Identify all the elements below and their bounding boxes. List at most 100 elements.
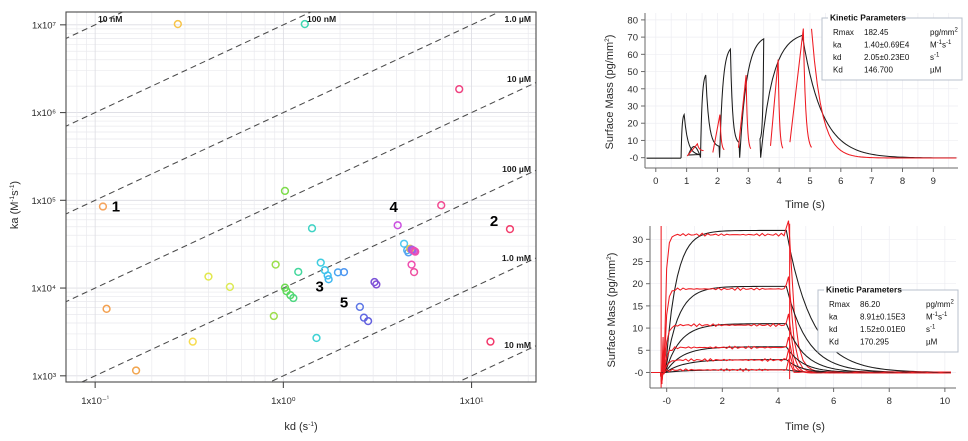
scatter-point [323,271,332,280]
sensorgram-bottom-svg: -0 5 10 15 20 25 30 -0 2 4 6 8 10 Time (s) Surface … [606,220,959,433]
kp-key-Kd: Kd [829,338,839,347]
scatter-point [316,258,325,267]
sensorgram-bottom-y-tick: 10 [632,324,643,335]
kp-key-kd: kd [833,53,841,62]
kp-value-Rmax: 182.45 [864,28,889,37]
sensorgram-top-x-tick: 0 [653,176,658,187]
sensorgram-top-x-tick: 4 [776,176,781,187]
sensorgram-bottom-y-tick: 25 [632,257,643,268]
y-tick-label: 1x10⁵ [31,196,56,207]
y-axis-title: ka (M-1s-1) [9,181,21,229]
x-tick-label: 1x10¹ [460,396,484,407]
isoaffinity-label-0: 10 nM [98,14,122,24]
sensorgram-bottom-x-tick: 2 [720,396,725,407]
sensorgram-top-panel: -0 10 20 30 40 50 60 70 80 0 1 2 3 4 5 6 7 8 9 Time (s) S… [600,0,968,218]
sensorgram-top-y-tick: 70 [627,33,638,44]
sensorgram-bottom-x-tick: 10 [940,396,951,407]
scatter-point [363,316,373,326]
sensorgram-bottom-kinetic-parameters-box: Kinetic Parameters Rmax 86.20 pg/mm2 ka 8.91±… [817,285,959,353]
sensorgram-top-x-tick-labels: 0 1 2 3 4 5 6 7 8 9 [653,168,936,187]
sensorgram-bottom-x-tick: 4 [775,396,780,407]
scatter-point [437,201,446,210]
scatter-point [269,311,278,321]
sensorgram-top-fit-curve [737,74,752,149]
scatter-point [486,337,495,346]
isoaffinity-diagonal-lines [66,12,536,382]
callout-3: 3 [316,279,324,296]
scatter-point [455,84,464,94]
kinetic-parameters-title: Kinetic Parameters [826,285,902,295]
isoaffinity-label-3: 10 µM [507,74,531,84]
kp-key-kd: kd [829,325,837,334]
scatter-point [204,272,213,281]
kp-unit-Kd: µM [930,66,942,75]
sensorgram-bottom-curves [651,220,952,388]
x-axis-title: kd (s-1) [284,421,317,433]
sensorgram-top-x-tick: 8 [900,176,905,187]
callout-1: 1 [112,199,120,216]
sensorgram-bottom-y-tick: 30 [632,235,643,246]
sensorgram-bottom-y-tick: 5 [638,346,643,357]
y-tick-label: 1x10⁶ [31,108,56,119]
kp-unit-kd: s-1 [930,53,940,63]
sensorgram-bottom-x-tick: 8 [887,396,892,407]
sensorgram-top-y-tick: -0 [630,153,638,164]
kp-value-Rmax: 86.20 [860,300,881,309]
kp-key-Rmax: Rmax [833,28,854,37]
sensorgram-bottom-x-title: Time (s) [785,421,825,433]
scatter-point [411,247,420,256]
isoaffinity-gridlines [65,12,536,382]
sensorgram-top-x-tick: 3 [746,176,751,187]
kp-key-Kd: Kd [833,66,843,75]
kp-value-ka: 1.40±0.69E4 [864,41,910,50]
scatter-point [225,282,235,292]
y-axis-tick-labels: 1x10³ 1x10⁴ 1x10⁵ 1x10⁶ 1x10⁷ [31,20,66,382]
sensorgram-bottom-x-tick: -0 [662,396,670,407]
scatter-point [505,224,515,234]
scatter-point [324,275,333,284]
scatter-point [271,260,280,269]
sensorgram-bottom-y-tick: -0 [635,368,643,379]
x-tick-label: 1x10⁰ [271,396,296,407]
scatter-point [131,366,141,375]
kp-key-ka: ka [829,313,838,322]
sensorgram-bottom-y-tick-labels: -0 5 10 15 20 25 30 [632,235,650,379]
kp-value-Kd: 146.700 [864,66,893,75]
isoaffinity-label-2: 1.0 µM [505,14,531,24]
plot-frame [65,11,537,383]
sensorgram-top-fit-curve [686,142,704,157]
sensorgram-top-x-tick: 6 [838,176,843,187]
scatter-point [393,221,402,230]
scatter-point [173,19,182,29]
x-axis-tick-labels: 1x10⁻¹ 1x10⁰ 1x10¹ [81,382,483,407]
kp-value-kd: 2.05±0.23E0 [864,53,910,62]
x-tick-label: 1x10⁻¹ [81,395,110,407]
kp-value-ka: 8.91±0.15E3 [860,313,906,322]
kp-unit-Kd: µM [926,338,938,347]
isoaffinity-label-4: 100 µM [502,164,531,174]
scatter-point [300,19,309,29]
sensorgram-top-y-tick: 20 [627,119,638,130]
sensorgram-top-x-tick: 2 [715,176,720,187]
isoaffinity-scatter-panel: 10 nM 100 nM 1.0 µM 10 µM 100 µM 1.0 mM 10 mM … [9,11,537,433]
sensorgram-top-x-title: Time (s) [785,199,825,211]
sensorgram-top-x-tick: 5 [807,176,812,187]
kp-value-kd: 1.52±0.01E0 [860,325,906,334]
sensorgram-bottom-panel: -0 5 10 15 20 25 30 -0 2 4 6 8 10 Time (s) Surface … [600,218,968,441]
scatter-point [399,239,409,248]
kp-unit-Rmax: pg/mm2 [926,300,954,310]
y-tick-label: 1x10³ [32,371,56,382]
sensorgram-top-fit-curve [810,28,957,159]
sensorgram-top-y-tick-labels: -0 10 20 30 40 50 60 70 80 [627,15,645,164]
sensorgram-top-fit-curve [769,59,784,149]
sensorgram-top-svg: -0 10 20 30 40 50 60 70 80 0 1 2 3 4 5 6 7 8 9 Time (s) S… [604,13,963,211]
scatter-point [372,280,381,289]
sensorgram-top-y-tick: 40 [627,84,638,95]
sensorgram-top-fit-curve [789,28,812,148]
scatter-point [98,202,108,211]
sensorgram-top-y-tick: 80 [627,15,638,26]
scatter-point [289,293,298,303]
scatter-point [409,267,419,277]
sensorgram-top-fit-curve [712,114,725,153]
